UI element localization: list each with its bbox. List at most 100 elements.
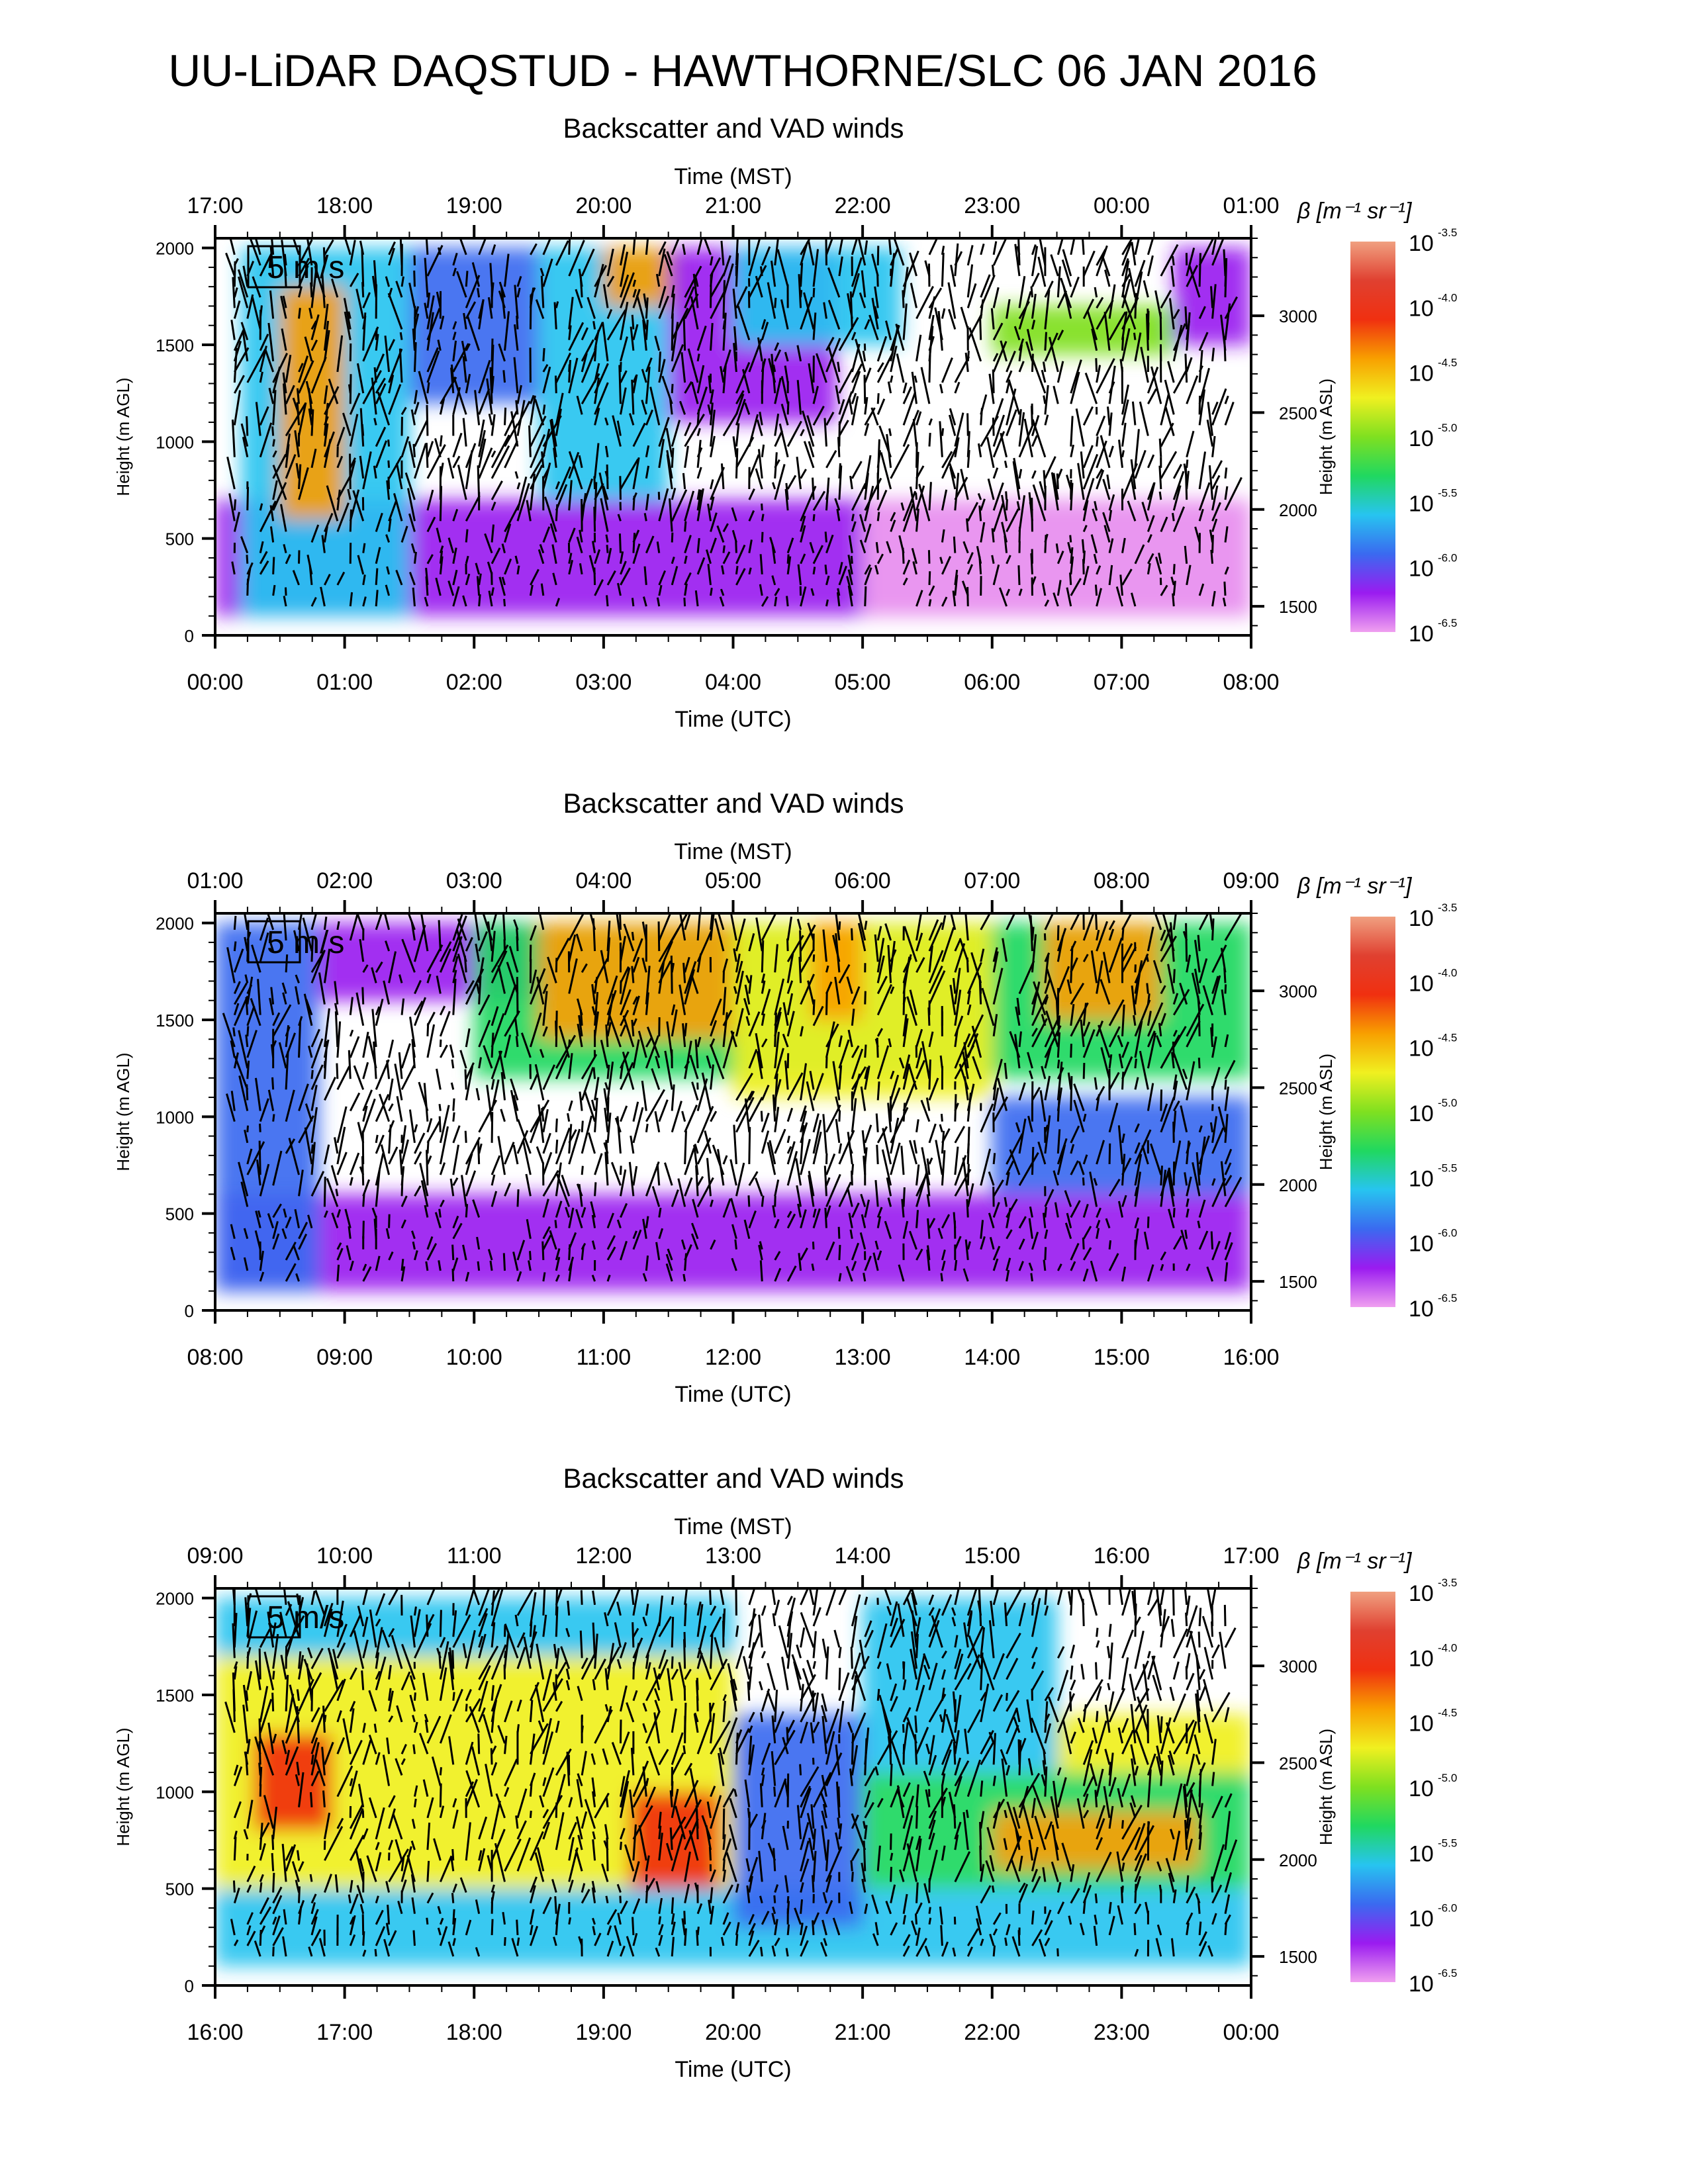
- wind-arrow: [838, 1130, 855, 1165]
- wind-arrow: [578, 269, 583, 287]
- y2-axis-label: Height (m ASL): [1316, 1054, 1336, 1170]
- wind-arrow: [720, 366, 725, 383]
- wind-arrow: [272, 1203, 282, 1218]
- wind-arrow: [902, 1588, 913, 1606]
- wind-arrow: [568, 322, 585, 351]
- wind-arrow: [412, 1049, 416, 1058]
- wind-arrow: [733, 948, 737, 962]
- wind-arrow: [761, 1774, 765, 1786]
- wind-arrow: [911, 1592, 917, 1616]
- wind-arrow: [1023, 418, 1033, 458]
- wind-arrow: [310, 340, 318, 351]
- wind-arrow: [845, 1265, 853, 1282]
- wind-reference-label: 5 m/s: [267, 1600, 344, 1635]
- wind-arrow: [912, 561, 917, 575]
- wind-arrow: [1031, 293, 1037, 319]
- wind-arrow: [594, 363, 609, 394]
- wind-arrow: [305, 381, 313, 404]
- wind-arrow: [497, 965, 506, 994]
- wind-arrow: [368, 1797, 377, 1819]
- wind-arrow: [1105, 1218, 1111, 1229]
- wind-arrow: [1006, 1229, 1013, 1240]
- wind-arrow: [1172, 485, 1182, 511]
- wind-arrow: [772, 1613, 776, 1627]
- wind-arrow: [980, 1236, 986, 1250]
- wind-arrow: [688, 1830, 699, 1861]
- wind-arrow: [838, 391, 853, 426]
- wind-arrow: [504, 558, 512, 575]
- wind-arrow: [992, 951, 999, 973]
- wind-arrow: [606, 989, 617, 1016]
- wind-arrow: [616, 420, 622, 436]
- wind-arrow: [1041, 1066, 1047, 1079]
- wind-arrow: [1220, 948, 1227, 973]
- wind-arrow: [630, 1135, 635, 1154]
- wind-arrow: [475, 1946, 481, 1957]
- wind-arrow: [1160, 1089, 1163, 1111]
- wind-arrow: [786, 980, 794, 994]
- wind-arrow: [811, 1875, 815, 1893]
- wind-arrow: [992, 947, 998, 962]
- wind-arrow: [305, 999, 313, 1016]
- wind-arrow: [902, 1103, 906, 1122]
- wind-arrow: [534, 1852, 545, 1882]
- wind-arrow: [1073, 1099, 1085, 1133]
- wind-arrow: [581, 327, 588, 341]
- wind-arrow: [645, 1161, 660, 1197]
- wind-arrow: [362, 1828, 369, 1840]
- wind-arrow: [985, 1860, 995, 1882]
- wind-arrows: [224, 1588, 1238, 1957]
- wind-arrow: [256, 1160, 261, 1186]
- wind-arrow: [269, 526, 275, 543]
- wind-arrow: [629, 1789, 635, 1819]
- wind-arrow: [272, 480, 278, 500]
- wind-arrow: [692, 273, 699, 308]
- y2-tick-label: 2500: [1279, 403, 1317, 423]
- wind-arrow: [426, 554, 434, 565]
- wind-arrow: [520, 1032, 532, 1058]
- wind-arrow: [604, 471, 609, 479]
- wind-arrow: [859, 1639, 867, 1669]
- wind-arrow: [658, 1659, 669, 1680]
- wind-arrow: [246, 1912, 254, 1925]
- wind-arrow: [1044, 1713, 1051, 1723]
- wind-arrow: [542, 238, 552, 255]
- wind-arrow: [478, 1850, 483, 1861]
- wind-arrow: [426, 974, 432, 983]
- wind-arrow: [452, 915, 467, 952]
- wind-arrow: [825, 981, 833, 995]
- wind-arrow: [504, 311, 510, 351]
- x-tick-label: 00:00: [1223, 2020, 1279, 2045]
- wind-arrow: [980, 948, 985, 962]
- wind-arrow: [334, 1874, 339, 1893]
- wind-arrow: [452, 1112, 455, 1122]
- wind-arrow: [616, 1601, 622, 1616]
- wind-arrow: [246, 1931, 256, 1946]
- wind-arrow: [375, 1652, 380, 1669]
- wind-arrow: [592, 1622, 596, 1659]
- wind-arrow: [242, 332, 249, 362]
- wind-arrow: [980, 1692, 987, 1702]
- wind-arrow: [1096, 1805, 1105, 1829]
- wind-arrow: [786, 1146, 792, 1154]
- wind-arrow: [1198, 508, 1204, 522]
- wind-arrow: [259, 1784, 262, 1797]
- wind-arrow: [529, 473, 536, 511]
- x-tick-label: 11:00: [577, 1345, 632, 1370]
- wind-arrow: [658, 913, 672, 941]
- wind-arrow: [1158, 438, 1162, 457]
- wind-arrow: [1211, 1588, 1217, 1606]
- wind-arrow: [375, 547, 381, 565]
- wind-arrow: [1070, 1588, 1074, 1616]
- wind-arrow: [362, 1263, 367, 1271]
- wind-arrow: [1108, 510, 1113, 522]
- wind-arrow: [1108, 311, 1127, 341]
- wind-arrow: [373, 1723, 377, 1733]
- wind-arrow: [504, 410, 518, 437]
- wind-arrow: [555, 392, 564, 426]
- wind-arrow: [336, 1126, 346, 1165]
- wind-arrow: [298, 1772, 305, 1807]
- wind-arrow: [666, 450, 673, 479]
- wind-arrow: [902, 1815, 914, 1850]
- wind-arrow: [655, 1242, 661, 1261]
